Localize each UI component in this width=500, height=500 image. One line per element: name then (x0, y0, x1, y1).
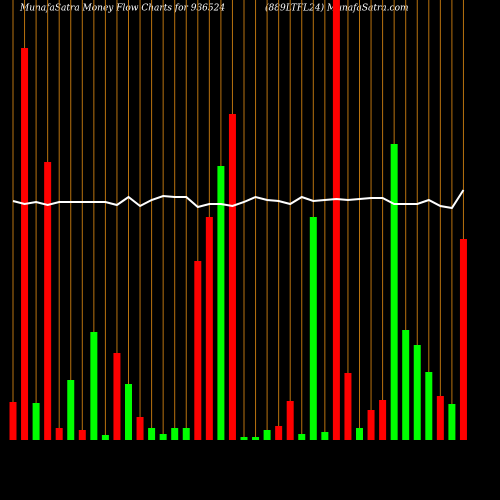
bar (252, 437, 260, 440)
bar (344, 373, 352, 440)
bar (309, 217, 317, 440)
bar (240, 437, 248, 440)
bar (171, 428, 179, 440)
bar (436, 396, 444, 440)
bar (159, 434, 167, 440)
bar (321, 432, 329, 440)
bar (182, 428, 190, 440)
bar (55, 428, 63, 440)
bar (9, 402, 17, 440)
bar (78, 430, 86, 440)
bar (390, 144, 398, 440)
bar (136, 417, 144, 440)
bar (448, 404, 456, 440)
bar (228, 114, 236, 440)
bar (298, 434, 306, 440)
bar (425, 372, 433, 440)
bar (148, 428, 156, 440)
bar (90, 332, 98, 440)
bar (101, 435, 109, 440)
bar (379, 400, 387, 440)
bar (286, 401, 294, 440)
chart-title: MunafaSatra Money Flow Charts for 936524 (19, 4, 225, 14)
bar (194, 261, 202, 440)
bar (402, 330, 410, 440)
bar (459, 239, 467, 440)
bar (205, 217, 213, 440)
bar (356, 428, 363, 440)
bar (263, 430, 271, 440)
bar (67, 380, 75, 440)
money-flow-line (12, 189, 465, 210)
bar (32, 403, 40, 440)
bar (125, 384, 132, 440)
bar (275, 426, 283, 440)
bar (332, 0, 340, 440)
bar (44, 162, 52, 440)
bar (21, 48, 29, 440)
bar (367, 410, 375, 440)
bar (113, 353, 121, 440)
bar (217, 166, 225, 440)
bar (413, 345, 421, 440)
